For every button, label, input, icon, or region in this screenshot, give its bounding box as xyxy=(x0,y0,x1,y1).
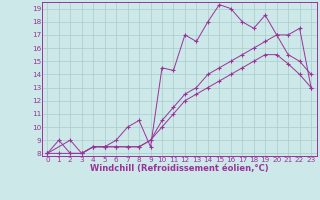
X-axis label: Windchill (Refroidissement éolien,°C): Windchill (Refroidissement éolien,°C) xyxy=(90,164,268,173)
